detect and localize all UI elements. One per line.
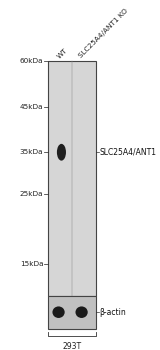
Text: 15kDa: 15kDa <box>20 261 43 267</box>
Bar <box>48 296 96 329</box>
Ellipse shape <box>52 307 65 318</box>
Text: SLC25A4/ANT1 KO: SLC25A4/ANT1 KO <box>78 8 130 60</box>
Text: WT: WT <box>56 47 68 60</box>
Text: 25kDa: 25kDa <box>20 191 43 197</box>
Text: 293T: 293T <box>62 342 82 350</box>
Text: 60kDa: 60kDa <box>20 58 43 64</box>
Text: 45kDa: 45kDa <box>20 104 43 110</box>
Text: β-actin: β-actin <box>100 308 126 317</box>
Ellipse shape <box>76 307 88 318</box>
Text: SLC25A4/ANT1: SLC25A4/ANT1 <box>100 148 156 157</box>
Text: 35kDa: 35kDa <box>20 149 43 155</box>
Bar <box>48 61 96 296</box>
Ellipse shape <box>57 144 66 161</box>
